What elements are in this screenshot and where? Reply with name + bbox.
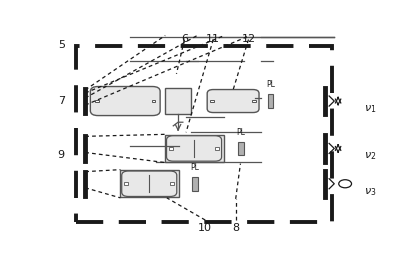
Bar xyxy=(238,141,244,155)
Text: 10: 10 xyxy=(198,223,212,233)
Text: $\nu_1$: $\nu_1$ xyxy=(364,103,376,115)
Text: $\nu_3$: $\nu_3$ xyxy=(364,186,376,198)
Text: 8: 8 xyxy=(232,223,239,233)
Circle shape xyxy=(339,180,351,188)
FancyBboxPatch shape xyxy=(207,90,259,113)
Bar xyxy=(95,100,99,102)
Text: 5: 5 xyxy=(58,40,65,50)
Text: 9: 9 xyxy=(58,150,65,160)
Bar xyxy=(76,46,332,222)
Bar xyxy=(211,100,214,102)
Bar xyxy=(165,88,192,114)
Bar xyxy=(165,135,223,162)
Text: 11: 11 xyxy=(206,34,220,43)
Text: PL: PL xyxy=(236,128,245,137)
Bar xyxy=(268,94,273,108)
Bar xyxy=(152,100,155,102)
Text: PL: PL xyxy=(266,80,275,89)
FancyBboxPatch shape xyxy=(90,86,160,116)
Bar xyxy=(215,147,219,150)
FancyBboxPatch shape xyxy=(166,136,222,161)
Bar xyxy=(171,182,174,185)
Bar xyxy=(192,177,197,191)
Text: $\nu_2$: $\nu_2$ xyxy=(364,151,376,162)
Bar xyxy=(120,170,179,198)
Text: 6: 6 xyxy=(181,34,188,43)
FancyBboxPatch shape xyxy=(122,171,177,196)
Bar xyxy=(169,147,173,150)
Text: 12: 12 xyxy=(242,34,256,43)
Text: 7: 7 xyxy=(58,96,65,106)
Bar xyxy=(252,100,256,102)
Bar xyxy=(124,182,128,185)
Text: PL: PL xyxy=(190,163,199,172)
